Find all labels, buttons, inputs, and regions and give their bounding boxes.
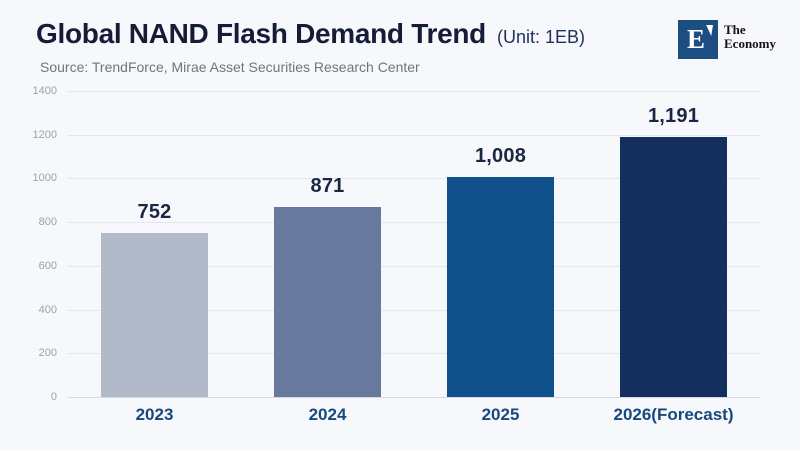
grid-line xyxy=(68,178,760,180)
bar-2025 xyxy=(447,176,554,397)
x-category-label: 2024 xyxy=(308,405,347,424)
y-tick-label: 1400 xyxy=(32,85,57,97)
source-caption: Source: TrendForce, Mirae Asset Securiti… xyxy=(40,59,420,75)
y-tick-label: 1200 xyxy=(32,128,57,141)
bar-value-label: 752 xyxy=(137,200,172,223)
x-category-label: 2023 xyxy=(135,405,174,424)
bar-value-label: 1,008 xyxy=(474,144,527,167)
unit-label: (Unit: 1EB) xyxy=(496,27,585,47)
logo-mark: E xyxy=(678,20,718,59)
grid-line xyxy=(68,265,760,267)
grid-line xyxy=(68,134,760,136)
bar-2026(Forecast) xyxy=(620,136,727,397)
y-tick-label: 400 xyxy=(38,303,57,316)
logo-wordmark-line1: The xyxy=(724,22,746,37)
x-category-label: 2026(Forecast) xyxy=(613,405,734,424)
bar-value-label: 1,191 xyxy=(647,104,700,127)
y-tick-label: 600 xyxy=(38,259,57,272)
the-economy-logo: E The Economy xyxy=(678,20,776,59)
logo-wordmark: The Economy xyxy=(724,20,776,50)
logo-wordmark-line2: Economy xyxy=(724,35,776,51)
grid-line xyxy=(68,353,760,355)
plot-area: 752 871 1,008 1,191 xyxy=(68,91,760,398)
bar-2024 xyxy=(274,206,381,397)
bar-value-label: 871 xyxy=(310,174,345,197)
logo-tick-icon xyxy=(706,25,713,36)
grid-line xyxy=(68,222,760,224)
y-tick-label: 0 xyxy=(50,391,57,403)
page-title: Global NAND Flash Demand Trend xyxy=(36,18,486,49)
header: Global NAND Flash Demand Trend (Unit: 1E… xyxy=(36,17,585,51)
y-tick-label: 1000 xyxy=(32,172,57,185)
x-axis-line xyxy=(68,397,760,398)
bar-2023 xyxy=(101,232,208,397)
y-tick-label: 800 xyxy=(38,216,57,229)
y-tick-label: 200 xyxy=(38,347,57,360)
grid-line xyxy=(68,309,760,311)
x-category-label: 2025 xyxy=(481,405,520,424)
grid-line xyxy=(68,91,760,92)
logo-letter: E xyxy=(686,24,705,54)
